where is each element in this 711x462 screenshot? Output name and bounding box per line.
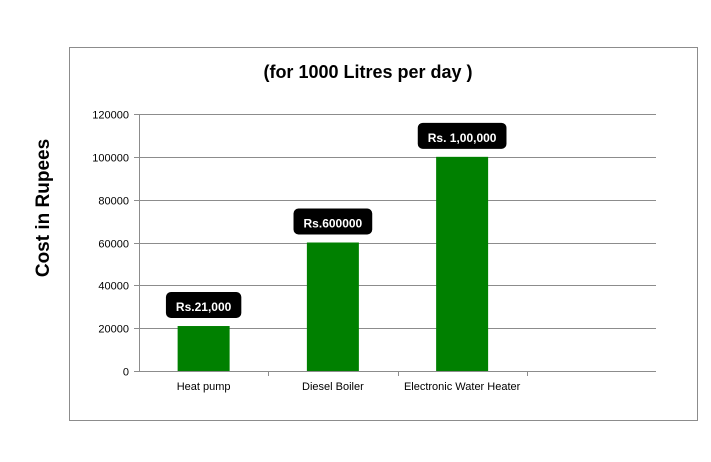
bars — [177, 156, 489, 371]
x-tick-label: Heat pump — [177, 381, 231, 393]
bar — [177, 326, 230, 371]
x-tick-label: Diesel Boiler — [302, 381, 364, 393]
y-tick-label: 80000 — [98, 196, 129, 208]
data-label: Rs.600000 — [304, 217, 363, 231]
y-tick-label: 100000 — [92, 153, 129, 165]
y-tick-label: 0 — [123, 367, 129, 379]
axes: 0 20000 40000 60000 80000 100000 120000 Heat pu… — [92, 110, 656, 393]
data-label-box — [417, 122, 507, 149]
data-label-box — [293, 208, 373, 235]
data-label: Rs.21,000 — [176, 300, 232, 314]
y-tick-label: 60000 — [98, 239, 129, 251]
chart-title: (for 1000 Litres per day ) — [263, 62, 472, 82]
y-tick-label: 120000 — [92, 110, 129, 122]
data-labels: Rs.21,000 Rs.600000 Rs. 1,00,000 — [165, 122, 507, 319]
chart-frame — [69, 47, 698, 421]
y-axis-label: Cost in Rupees — [33, 139, 54, 277]
data-label: Rs. 1,00,000 — [428, 131, 497, 145]
data-label-box — [165, 292, 242, 319]
x-tick-label: Electronic Water Heater — [404, 381, 521, 393]
bar — [306, 242, 359, 371]
bar — [436, 156, 489, 371]
y-tick-label: 20000 — [98, 324, 129, 336]
y-tick-label: 40000 — [98, 281, 129, 293]
